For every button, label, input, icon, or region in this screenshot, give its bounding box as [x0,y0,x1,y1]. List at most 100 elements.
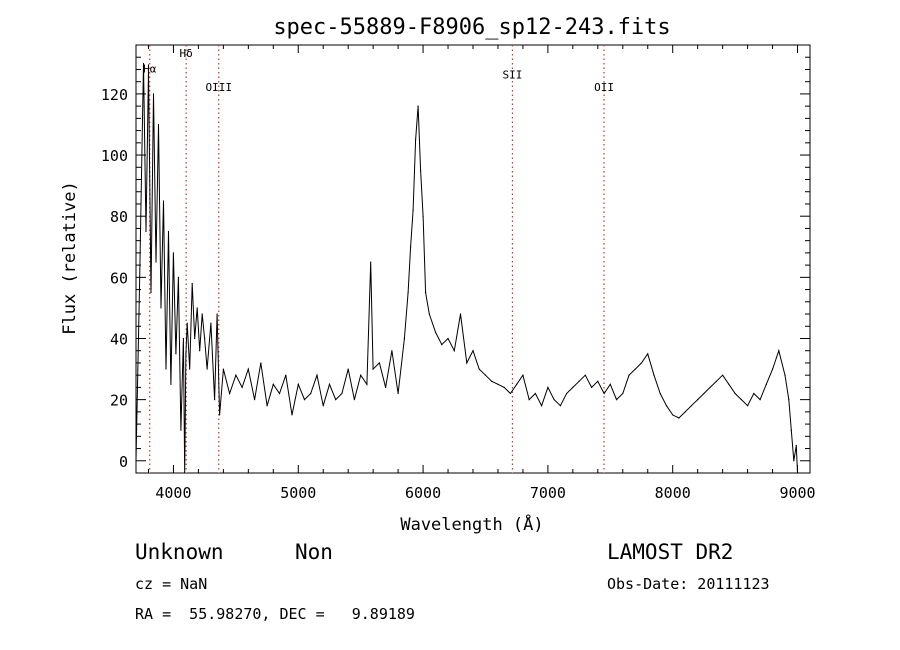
data-point [142,62,145,64]
y-tick-label: 100 [101,147,128,165]
chart-title: spec-55889-F8906_sp12-243.fits [273,15,670,40]
data-point [372,368,374,370]
data-point [497,383,499,385]
data-point [522,374,524,376]
data-point [472,350,474,352]
data-point [219,414,221,416]
obs-date: Obs-Date: 20111123 [607,575,770,593]
data-point [199,350,201,352]
data-point [778,350,780,352]
x-tick-label: 9000 [779,484,815,502]
data-point [528,399,530,401]
spectral-line-label: SII [503,69,523,82]
x-tick-label: 5000 [280,484,316,502]
data-point [165,368,167,370]
data-point [771,368,774,370]
data-point [728,383,730,385]
data-point [478,368,480,370]
data-point [659,392,661,395]
data-point [145,230,147,233]
data-point [597,380,599,382]
data-point [417,105,419,107]
data-point [157,123,160,126]
data-point [491,380,493,382]
data-point [347,368,349,370]
data-point [753,392,755,395]
data-point [634,368,636,370]
axis-ticks: 4000 5000 6000 7000 8000 9000 0 20 40 60 80 100 120 [101,45,816,502]
x-axis-label: Wavelength (Å) [400,513,543,535]
data-point [360,374,362,376]
data-point [353,399,356,401]
data-point [459,313,462,315]
data-point [172,252,175,254]
data-point [291,414,293,416]
data-point [185,353,187,355]
data-point [407,292,409,294]
data-point [260,362,262,364]
data-point [266,405,268,407]
x-tick-label: 8000 [655,484,691,502]
data-point [419,169,422,171]
data-point [160,307,162,309]
data-point [167,230,170,233]
data-point [503,386,505,388]
data-point [690,405,693,407]
data-point [204,337,206,340]
spectral-line-label: Hδ [180,47,193,60]
plot-area [135,44,811,474]
data-point [703,392,705,395]
data-point [370,261,372,263]
data-point [553,399,555,401]
data-point [222,368,224,370]
data-point [441,344,443,346]
spectral-line-label: Hα [143,63,157,76]
data-point [210,322,212,324]
y-tick-label: 0 [119,453,128,471]
data-point [180,429,182,431]
data-point [297,383,299,385]
data-point [547,386,549,388]
data-point [722,374,724,376]
data-point [412,209,414,211]
data-point [403,337,405,340]
data-point [241,386,243,388]
data-point [572,386,574,388]
data-point [590,386,593,388]
data-point [609,383,611,385]
data-point [189,368,191,370]
x-tick-label: 4000 [155,484,191,502]
data-point [447,337,449,340]
data-point [206,368,208,370]
spectral-line-markers: Hα Hδ OIII SII OII [143,45,614,473]
data-point [247,368,249,370]
data-point [484,374,487,376]
y-tick-label: 80 [110,208,128,226]
object-subclass: Non [295,540,333,564]
data-point [366,383,368,385]
data-point [784,374,786,376]
data-point [229,392,231,395]
series-line-flux [135,63,798,474]
data-point [409,246,412,248]
data-point [647,353,649,355]
data-point [734,392,736,395]
y-tick-label: 60 [110,269,128,287]
data-point [795,444,797,447]
y-tick-label: 20 [110,392,128,410]
data-point [678,417,680,419]
data-point [191,282,193,285]
data-point [253,399,256,401]
data-point [578,380,580,382]
data-point [559,405,561,407]
x-tick-label: 6000 [405,484,441,502]
data-point [155,261,157,263]
series-layer [135,62,799,474]
data-point [640,362,643,364]
coordinates: RA = 55.98270, DEC = 9.89189 [135,605,415,623]
data-point [466,362,468,364]
data-point [424,292,427,294]
data-point [170,383,172,385]
data-point [201,313,203,315]
